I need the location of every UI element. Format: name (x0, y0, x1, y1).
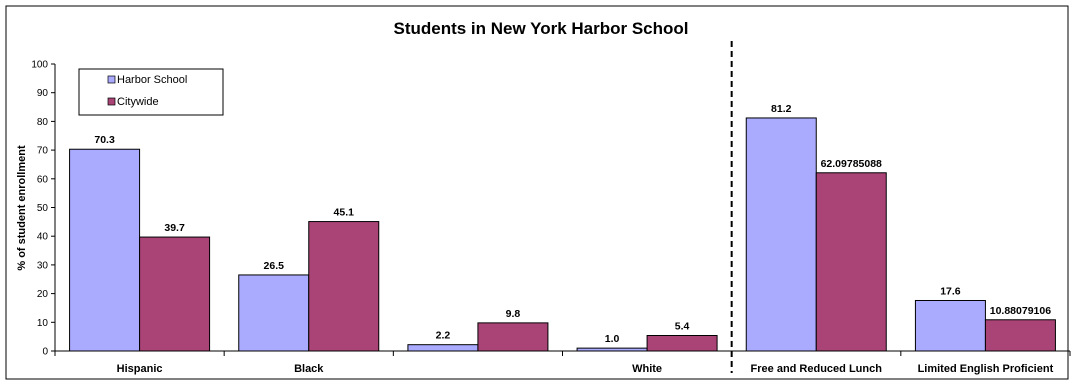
bar-harbor-school (238, 274, 310, 352)
y-axis-label: % of student enrollment (16, 145, 28, 271)
bars (69, 117, 1056, 352)
data-label: 39.7 (164, 222, 185, 234)
data-label: 1.0 (605, 333, 620, 345)
data-label: 81.2 (771, 103, 792, 115)
bar-citywide (477, 322, 549, 352)
axes: 0 10 20 30 40 50 60 70 80 90 100 Hispanic Black White… (31, 41, 1071, 375)
y-tick-label: 60 (37, 174, 49, 185)
bar-harbor-school (745, 117, 817, 352)
bar-citywide (646, 335, 718, 352)
data-label: 62.09785088 (821, 158, 882, 170)
data-label: 70.3 (94, 134, 115, 146)
data-label: 17.6 (940, 285, 961, 297)
data-label: 9.8 (506, 308, 521, 320)
x-category-label: Black (294, 363, 324, 375)
legend: Harbor School Citywide (78, 68, 224, 116)
legend-label-harbor-school: Harbor School (117, 74, 187, 86)
bar-citywide (308, 221, 380, 352)
data-label: 5.4 (675, 321, 690, 333)
bar-harbor-school (407, 344, 479, 352)
bar-harbor-school (69, 148, 141, 352)
x-category-label: Free and Reduced Lunch (751, 363, 883, 375)
bar-citywide (815, 172, 887, 352)
data-label: 26.5 (264, 260, 285, 272)
y-tick-label: 100 (31, 60, 48, 71)
y-tick-label: 0 (42, 347, 48, 358)
data-label: 45.1 (334, 207, 355, 219)
data-label: 2.2 (436, 330, 451, 342)
y-tick-label: 10 (37, 318, 49, 329)
y-tick-label: 80 (37, 117, 49, 128)
legend-box (78, 68, 224, 116)
y-tick-label: 20 (37, 289, 49, 300)
legend-swatch-citywide (107, 97, 116, 106)
bar-harbor-school (914, 299, 986, 352)
legend-label-citywide: Citywide (117, 96, 159, 108)
legend-swatch-harbor-school (107, 75, 116, 84)
y-tick-label: 50 (37, 203, 49, 214)
bar-harbor-school (576, 347, 648, 352)
x-category-label: Limited English Proficient (918, 363, 1054, 375)
y-tick-label: 30 (37, 260, 49, 271)
bar-citywide (984, 319, 1056, 352)
bar-citywide (139, 236, 211, 352)
x-category-label: White (632, 363, 662, 375)
y-tick-label: 70 (37, 146, 49, 157)
chart-title: Students in New York Harbor School (393, 19, 688, 38)
x-category-label: Hispanic (117, 363, 163, 375)
data-label: 10.88079106 (990, 305, 1051, 317)
y-tick-label: 90 (37, 88, 49, 99)
data-labels: 70.3 26.5 2.2 1.0 81.2 17.6 39.7 45.1 9.8 5.4 62.0… (94, 103, 1051, 345)
y-tick-label: 40 (37, 232, 49, 243)
